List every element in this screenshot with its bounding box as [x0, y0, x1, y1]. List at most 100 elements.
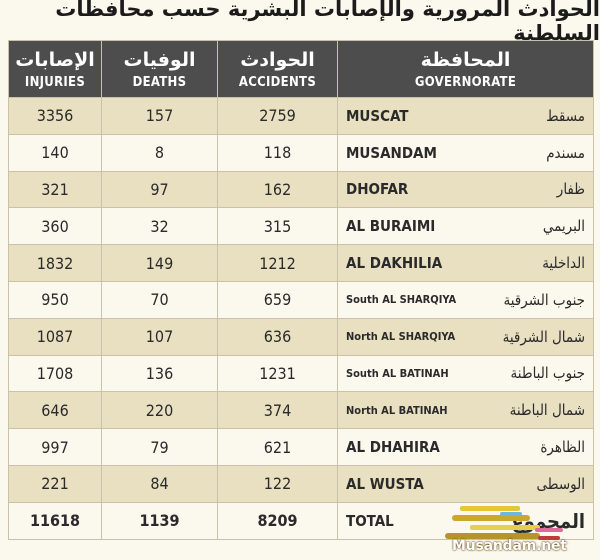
table-row: 321 97 162 DHOFAR ظفار: [8, 170, 594, 209]
injuries-cell: 360: [8, 207, 102, 246]
total-injuries-cell: 11618: [8, 501, 102, 540]
governorate-cell: MUSCAT مسقط: [337, 97, 594, 135]
injuries-cell: 997: [8, 428, 102, 466]
governorate-ar: جنوب الشرقية: [503, 290, 586, 309]
governorate-en: AL DAKHILIA: [346, 254, 443, 273]
injuries-cell: 1087: [8, 317, 102, 356]
accidents-cell: 659: [217, 280, 338, 319]
governorate-en: DHOFAR: [346, 180, 409, 199]
header-injuries: الإصابات INJURIES: [8, 40, 102, 98]
accidents-cell: 1212: [217, 244, 338, 282]
injuries-cell: 646: [8, 391, 102, 430]
header-accidents-en: ACCIDENTS: [238, 74, 317, 90]
governorate-cell: AL BURAIMI البريمي: [337, 207, 594, 246]
accidents-cell: 2759: [217, 97, 338, 135]
governorate-en: MUSANDAM: [346, 143, 437, 162]
header-injuries-ar: الإصابات: [15, 48, 95, 71]
governorate-cell: North AL SHARQIYA شمال الشرقية: [337, 317, 594, 356]
deaths-cell: 157: [101, 97, 218, 135]
accidents-cell: 374: [217, 391, 338, 430]
governorate-cell: AL DAKHILIA الداخلية: [337, 244, 594, 282]
table-header: الإصابات INJURIES الوفيات DEATHS الحوادث…: [8, 40, 594, 98]
governorate-cell: MUSANDAM مسندم: [337, 133, 594, 172]
deaths-cell: 136: [101, 354, 218, 393]
governorate-cell: South AL BATINAH جنوب الباطنة: [337, 354, 594, 393]
header-accidents-ar: الحوادث: [240, 48, 315, 71]
injuries-cell: 950: [8, 280, 102, 319]
governorate-en: MUSCAT: [346, 106, 409, 125]
accidents-cell: 162: [217, 170, 338, 209]
deaths-cell: 220: [101, 391, 218, 430]
accidents-cell: 636: [217, 317, 338, 356]
header-deaths: الوفيات DEATHS: [101, 40, 218, 98]
accidents-cell: 1231: [217, 354, 338, 393]
governorate-cell: AL DHAHIRA الظاهرة: [337, 428, 594, 466]
watermark-text: Musandam.net: [452, 538, 567, 554]
governorate-ar: مسندم: [546, 143, 585, 162]
table-row: 360 32 315 AL BURAIMI البريمي: [8, 207, 594, 246]
statistics-table: الإصابات INJURIES الوفيات DEATHS الحوادث…: [8, 40, 594, 540]
governorate-ar: شمال الشرقية: [502, 327, 585, 346]
table-row: 950 70 659 South AL SHARQIYA جنوب الشرقي…: [8, 280, 594, 319]
governorate-cell: South AL SHARQIYA جنوب الشرقية: [337, 280, 594, 319]
governorate-en: AL DHAHIRA: [346, 438, 440, 457]
table-row: 646 220 374 North AL BATINAH شمال الباطن…: [8, 391, 594, 430]
governorate-en: South AL SHARQIYA: [346, 293, 457, 307]
injuries-cell: 140: [8, 133, 102, 172]
injuries-cell: 1832: [8, 244, 102, 282]
header-governorate-en: GOVERNORATE: [414, 74, 517, 90]
governorate-cell: DHOFAR ظفار: [337, 170, 594, 209]
header-deaths-ar: الوفيات: [123, 48, 196, 71]
governorate-cell: AL WUSTA الوسطى: [337, 464, 594, 503]
injuries-cell: 221: [8, 464, 102, 503]
governorate-en: AL BURAIMI: [346, 217, 436, 236]
deaths-cell: 107: [101, 317, 218, 356]
governorate-ar: البريمي: [542, 217, 585, 236]
table-row: 1708 136 1231 South AL BATINAH جنوب البا…: [8, 354, 594, 393]
header-deaths-en: DEATHS: [132, 74, 187, 90]
accidents-cell: 621: [217, 428, 338, 466]
page-title: الحوادث المرورية والإصابات البشرية حسب م…: [55, 0, 600, 45]
header-governorate: المحافظة GOVERNORATE: [337, 40, 594, 98]
accidents-cell: 118: [217, 133, 338, 172]
injuries-cell: 3356: [8, 97, 102, 135]
header-governorate-ar: المحافظة: [420, 48, 511, 71]
table-row: 1087 107 636 North AL SHARQIYA شمال الشر…: [8, 317, 594, 356]
deaths-cell: 8: [101, 133, 218, 172]
governorate-ar: الداخلية: [542, 254, 585, 273]
deaths-cell: 97: [101, 170, 218, 209]
table-row: 221 84 122 AL WUSTA الوسطى: [8, 464, 594, 503]
table-row: 140 8 118 MUSANDAM مسندم: [8, 133, 594, 172]
governorate-en: AL WUSTA: [346, 474, 424, 493]
accidents-cell: 122: [217, 464, 338, 503]
table-row: 997 79 621 AL DHAHIRA الظاهرة: [8, 428, 594, 466]
accidents-cell: 315: [217, 207, 338, 246]
deaths-cell: 32: [101, 207, 218, 246]
total-deaths-cell: 1139: [101, 501, 218, 540]
header-injuries-en: INJURIES: [24, 74, 86, 90]
injuries-cell: 1708: [8, 354, 102, 393]
deaths-cell: 84: [101, 464, 218, 503]
governorate-ar: جنوب الباطنة: [510, 364, 585, 383]
total-label-en: TOTAL: [346, 511, 394, 530]
governorate-ar: ظفار: [556, 180, 585, 199]
header-accidents: الحوادث ACCIDENTS: [217, 40, 338, 98]
governorate-ar: مسقط: [546, 106, 585, 125]
governorate-en: North AL SHARQIYA: [346, 330, 456, 344]
table-body: 3356 157 2759 MUSCAT مسقط 140 8 118 MUSA…: [8, 97, 594, 540]
governorate-ar: شمال الباطنة: [509, 401, 585, 420]
governorate-en: South AL BATINAH: [346, 366, 449, 380]
injuries-cell: 321: [8, 170, 102, 209]
deaths-cell: 79: [101, 428, 218, 466]
deaths-cell: 70: [101, 280, 218, 319]
governorate-en: North AL BATINAH: [346, 403, 448, 417]
table-row: 3356 157 2759 MUSCAT مسقط: [8, 97, 594, 135]
governorate-ar: الظاهرة: [540, 438, 585, 457]
musandam-logo-icon: [445, 506, 563, 540]
governorate-cell: North AL BATINAH شمال الباطنة: [337, 391, 594, 430]
governorate-ar: الوسطى: [536, 474, 585, 493]
table-row: 1832 149 1212 AL DAKHILIA الداخلية: [8, 244, 594, 282]
total-accidents-cell: 8209: [217, 501, 338, 540]
deaths-cell: 149: [101, 244, 218, 282]
